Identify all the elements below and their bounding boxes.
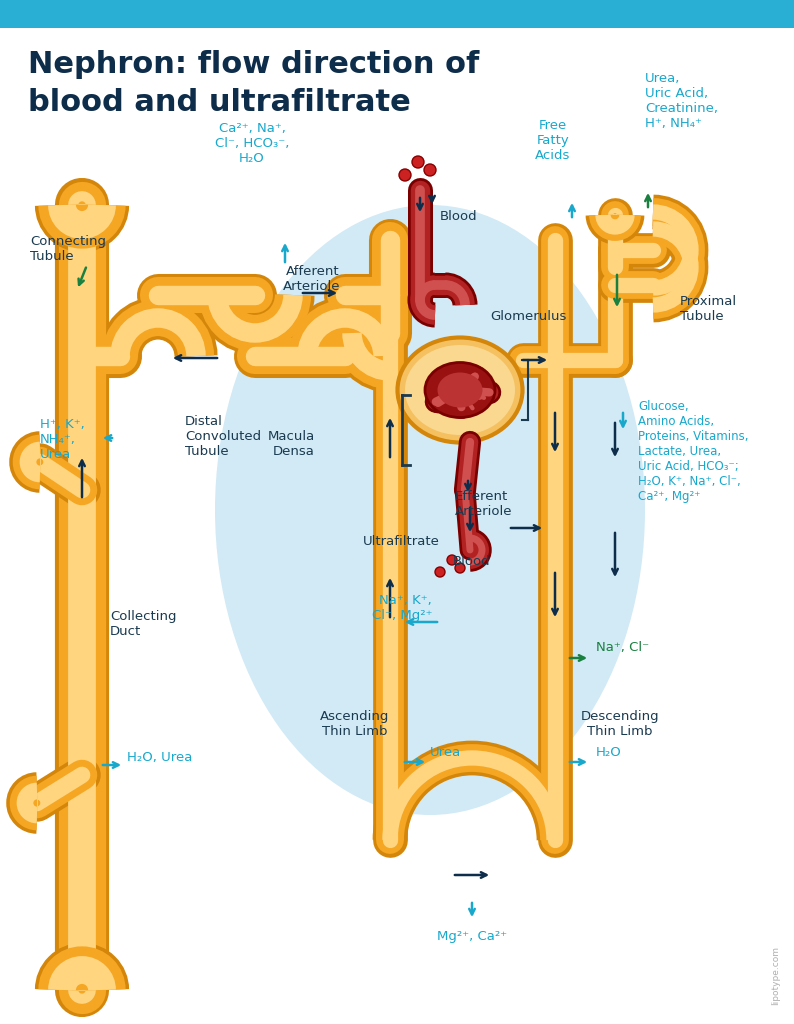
Circle shape xyxy=(435,567,445,577)
Text: Na⁺, K⁺,
Cl⁻, Mg²⁺: Na⁺, K⁺, Cl⁻, Mg²⁺ xyxy=(372,594,432,622)
Text: Collecting
Duct: Collecting Duct xyxy=(110,610,176,638)
Text: Na⁺, Cl⁻: Na⁺, Cl⁻ xyxy=(596,641,649,654)
Text: H₂O, Urea: H₂O, Urea xyxy=(127,752,192,765)
Text: Blood: Blood xyxy=(440,210,478,223)
Ellipse shape xyxy=(398,338,522,442)
Text: Ultrafiltrate: Ultrafiltrate xyxy=(363,535,440,548)
Text: lipotype.com: lipotype.com xyxy=(771,946,780,1005)
Ellipse shape xyxy=(405,345,515,435)
Text: Efferent
Arteriole: Efferent Arteriole xyxy=(455,490,512,518)
Text: Urea: Urea xyxy=(430,745,461,759)
Text: Urea,
Uric Acid,
Creatinine,
H⁺, NH₄⁺: Urea, Uric Acid, Creatinine, H⁺, NH₄⁺ xyxy=(645,72,718,130)
Text: Blood: Blood xyxy=(453,555,491,568)
Text: Proximal
Tubule: Proximal Tubule xyxy=(680,295,737,323)
Text: H₂O: H₂O xyxy=(596,745,622,759)
Ellipse shape xyxy=(425,362,495,418)
FancyBboxPatch shape xyxy=(0,0,794,28)
Circle shape xyxy=(399,169,411,181)
Text: blood and ultrafiltrate: blood and ultrafiltrate xyxy=(28,88,410,117)
Text: Descending
Thin Limb: Descending Thin Limb xyxy=(580,710,659,738)
Ellipse shape xyxy=(215,205,645,815)
Text: Distal
Convoluted
Tubule: Distal Convoluted Tubule xyxy=(185,415,261,458)
Text: Nephron: flow direction of: Nephron: flow direction of xyxy=(28,50,480,79)
Text: Macula
Densa: Macula Densa xyxy=(268,430,315,458)
Text: Glomerulus: Glomerulus xyxy=(490,310,566,323)
Text: Ca²⁺, Na⁺,
Cl⁻, HCO₃⁻,
H₂O: Ca²⁺, Na⁺, Cl⁻, HCO₃⁻, H₂O xyxy=(215,122,289,165)
Circle shape xyxy=(424,164,436,176)
Text: Afferent
Arteriole: Afferent Arteriole xyxy=(283,265,340,293)
Text: Glucose,
Amino Acids,
Proteins, Vitamins,
Lactate, Urea,
Uric Acid, HCO₃⁻;
H₂O, : Glucose, Amino Acids, Proteins, Vitamins… xyxy=(638,400,749,503)
Text: Connecting
Tubule: Connecting Tubule xyxy=(30,234,106,263)
Ellipse shape xyxy=(437,373,483,408)
Circle shape xyxy=(412,156,424,168)
Circle shape xyxy=(447,555,457,565)
Circle shape xyxy=(455,563,465,573)
Text: Mg²⁺, Ca²⁺: Mg²⁺, Ca²⁺ xyxy=(437,930,507,943)
Text: Free
Fatty
Acids: Free Fatty Acids xyxy=(535,119,571,162)
Text: Ascending
Thin Limb: Ascending Thin Limb xyxy=(320,710,390,738)
Text: H⁺, K⁺,
NH₄⁺,
Urea: H⁺, K⁺, NH₄⁺, Urea xyxy=(40,418,85,461)
